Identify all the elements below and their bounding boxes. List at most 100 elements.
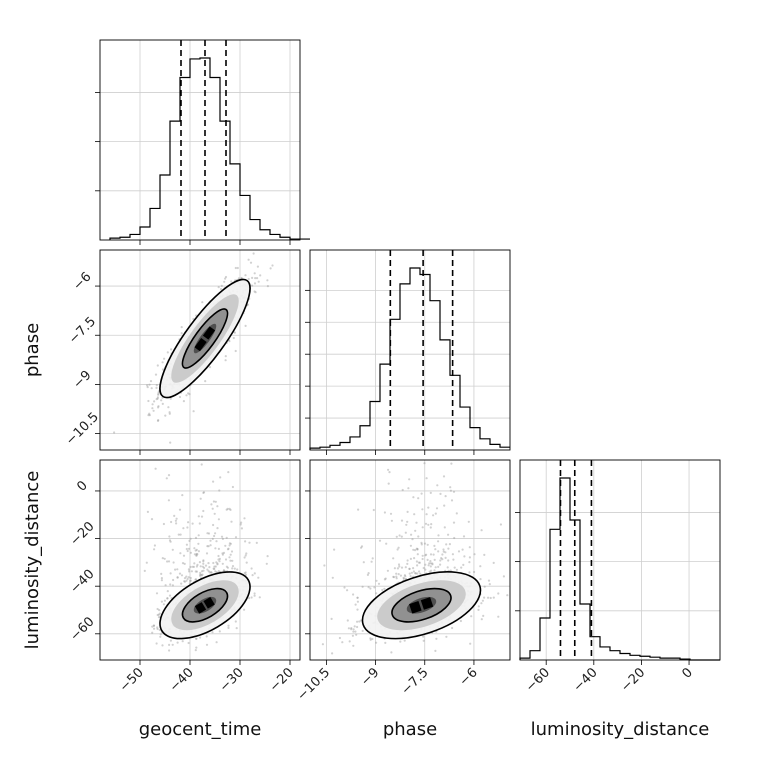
- scatter-point: [439, 559, 442, 562]
- scatter-point: [185, 547, 188, 551]
- scatter-point: [369, 587, 372, 590]
- scatter-point: [387, 468, 390, 471]
- scatter-point: [417, 535, 420, 538]
- tick-label-phase: −6: [457, 665, 481, 689]
- contour-line: [361, 571, 482, 640]
- contour-line: [181, 587, 229, 623]
- scatter-point: [404, 531, 407, 534]
- scatter-point: [214, 565, 217, 568]
- scatter-point: [245, 552, 248, 555]
- scatter-point: [269, 267, 272, 270]
- scatter-point: [383, 511, 386, 514]
- scatter-point: [433, 558, 436, 562]
- scatter-point: [186, 526, 189, 529]
- scatter-point: [417, 497, 420, 500]
- scatter-point: [163, 357, 166, 360]
- scatter-point: [178, 508, 182, 511]
- scatter-point: [422, 566, 425, 570]
- scatter-point: [216, 505, 219, 508]
- scatter-point: [396, 548, 399, 551]
- scatter-point: [207, 545, 210, 548]
- scatter-point: [229, 559, 232, 562]
- scatter-point: [425, 513, 428, 516]
- scatter-point: [153, 544, 156, 547]
- scatter-point: [463, 555, 466, 558]
- scatter-point: [187, 641, 190, 645]
- scatter-point: [225, 536, 228, 540]
- scatter-point: [151, 403, 154, 406]
- scatter-point: [432, 553, 435, 556]
- scatter-point: [187, 547, 191, 550]
- scatter-point: [152, 624, 156, 627]
- scatter-point: [168, 594, 172, 597]
- scatter-point: [113, 431, 116, 434]
- scatter-point: [497, 592, 500, 595]
- scatter-point: [193, 562, 196, 565]
- scatter-point: [352, 644, 355, 647]
- scatter-point: [179, 552, 182, 555]
- scatter-point: [148, 414, 151, 417]
- scatter-point: [420, 492, 423, 495]
- scatter-point: [202, 559, 205, 562]
- scatter-point: [181, 494, 184, 497]
- scatter-point: [245, 561, 248, 564]
- scatter-point: [201, 573, 204, 576]
- scatter-point: [163, 599, 166, 602]
- scatter-point: [212, 523, 215, 527]
- scatter-point: [348, 640, 351, 643]
- tick-label-luminosity_distance: −60: [523, 665, 553, 695]
- scatter-point: [156, 613, 159, 617]
- scatter-point: [367, 572, 370, 575]
- scatter-point: [156, 627, 159, 631]
- scatter-point: [401, 488, 404, 492]
- scatter-geocent-time-vs-phase-border: [99, 249, 301, 451]
- scatter-geocent-time-vs-luminosity-distance-border: [99, 459, 301, 661]
- scatter-point: [366, 573, 369, 577]
- tick-label-phase: −7.5: [399, 665, 432, 698]
- scatter-point: [217, 518, 220, 521]
- scatter-point: [231, 559, 234, 562]
- scatter-point: [417, 561, 420, 564]
- scatter-point: [194, 549, 197, 552]
- scatter-point: [188, 539, 191, 543]
- scatter-point: [219, 288, 223, 291]
- scatter-point: [216, 562, 219, 565]
- scatter-point: [459, 619, 462, 623]
- scatter-point: [222, 551, 226, 555]
- scatter-point: [215, 561, 218, 564]
- scatter-point: [482, 614, 485, 618]
- scatter-point: [187, 392, 190, 395]
- scatter-point: [186, 577, 189, 581]
- scatter-point: [266, 555, 269, 558]
- scatter-point: [175, 517, 178, 520]
- scatter-point: [155, 384, 158, 387]
- scatter-point: [361, 585, 364, 588]
- scatter-point: [468, 546, 471, 549]
- scatter-point: [429, 553, 433, 556]
- scatter-point: [218, 630, 221, 633]
- tick-label-luminosity_distance: 0: [74, 478, 90, 494]
- scatter-point: [160, 577, 163, 580]
- scatter-point: [208, 566, 211, 569]
- scatter-point: [194, 578, 198, 581]
- scatter-point: [467, 520, 470, 523]
- scatter-point: [222, 569, 225, 572]
- scatter-point: [168, 643, 171, 647]
- scatter-point: [434, 548, 437, 551]
- scatter-point: [198, 522, 201, 525]
- scatter-point: [222, 569, 226, 572]
- scatter-point: [449, 489, 452, 492]
- scatter-point: [165, 477, 168, 480]
- scatter-point: [151, 625, 154, 628]
- scatter-point: [183, 580, 186, 583]
- scatter-point: [195, 554, 198, 557]
- scatter-point: [396, 567, 399, 570]
- scatter-point: [413, 513, 416, 516]
- scatter-point: [208, 571, 211, 574]
- scatter-point: [480, 602, 483, 605]
- scatter-point: [196, 563, 199, 567]
- scatter-point: [200, 574, 203, 577]
- scatter-point: [389, 512, 393, 515]
- scatter-point: [146, 386, 149, 389]
